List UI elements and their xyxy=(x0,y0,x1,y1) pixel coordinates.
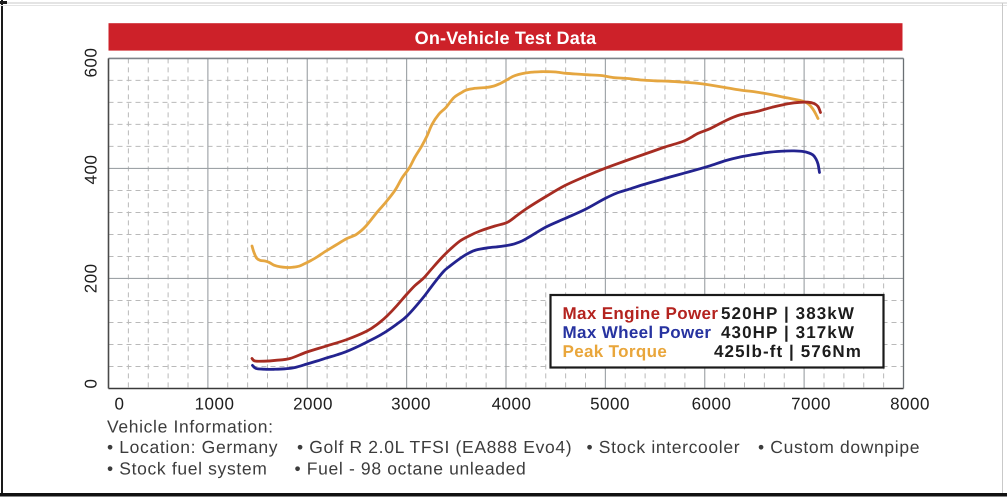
svg-text:Max Wheel Power: Max Wheel Power xyxy=(563,323,712,342)
svg-text:8000: 8000 xyxy=(890,395,930,414)
svg-text:5000: 5000 xyxy=(590,395,630,414)
svg-text:0: 0 xyxy=(115,395,125,414)
svg-text:400: 400 xyxy=(82,155,101,185)
svg-text:2000: 2000 xyxy=(293,395,333,414)
svg-text:425lb-ft | 576Nm: 425lb-ft | 576Nm xyxy=(714,342,862,361)
svg-text:• Stock fuel system: • Stock fuel system xyxy=(107,459,267,479)
svg-text:Peak Torque: Peak Torque xyxy=(563,342,668,361)
svg-text:On-Vehicle Test Data: On-Vehicle Test Data xyxy=(415,28,598,48)
svg-text:• Fuel - 98 octane unleaded: • Fuel - 98 octane unleaded xyxy=(295,459,527,479)
svg-text:520HP | 383kW: 520HP | 383kW xyxy=(721,304,855,323)
svg-text:7000: 7000 xyxy=(791,395,831,414)
svg-text:• Stock intercooler: • Stock intercooler xyxy=(587,437,741,457)
svg-text:1000: 1000 xyxy=(195,395,235,414)
svg-text:4000: 4000 xyxy=(492,395,532,414)
svg-text:• Golf R 2.0L TFSI (EA888 Evo4: • Golf R 2.0L TFSI (EA888 Evo4) xyxy=(297,437,572,457)
svg-text:430HP | 317kW: 430HP | 317kW xyxy=(721,323,855,342)
svg-text:Max Engine Power: Max Engine Power xyxy=(563,304,719,323)
svg-text:• Location: Germany: • Location: Germany xyxy=(107,437,278,457)
svg-text:• Custom downpipe: • Custom downpipe xyxy=(758,437,920,457)
svg-text:3000: 3000 xyxy=(391,395,431,414)
svg-text:600: 600 xyxy=(82,48,101,78)
svg-text:Vehicle Information:: Vehicle Information: xyxy=(107,417,274,437)
svg-text:0: 0 xyxy=(82,379,101,389)
svg-text:200: 200 xyxy=(82,263,101,293)
svg-text:6000: 6000 xyxy=(692,395,732,414)
